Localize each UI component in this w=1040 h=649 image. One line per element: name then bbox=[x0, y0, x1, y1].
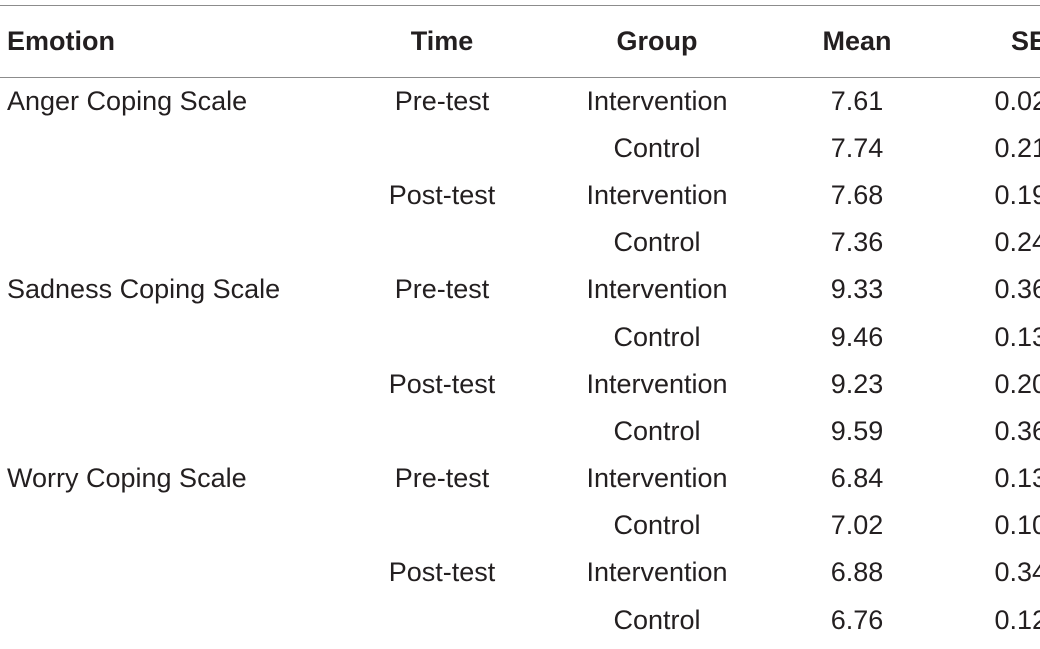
cell-emotion bbox=[0, 597, 357, 644]
cell-se: 0.21 bbox=[994, 132, 1040, 163]
table-row: Control 7.74 0.21 bbox=[0, 125, 1040, 172]
cell-time: Pre-test bbox=[394, 85, 490, 116]
cell-group: Intervention bbox=[586, 557, 728, 588]
cell-emotion bbox=[0, 313, 357, 360]
cell-group: Intervention bbox=[586, 179, 728, 210]
cell-se: 0.02 bbox=[994, 85, 1040, 116]
header-group: Group bbox=[527, 5, 787, 78]
cell-se: 0.10 bbox=[994, 510, 1040, 541]
table-row: Post-test Intervention 6.88 0.34 bbox=[0, 549, 1040, 596]
cell-emotion bbox=[0, 125, 357, 172]
table-row: Worry Coping Scale Pre-test Intervention 6.… bbox=[0, 455, 1040, 502]
cell-se: 0.13 bbox=[994, 321, 1040, 352]
cell-group: Intervention bbox=[586, 368, 728, 399]
cell-se: 0.19 bbox=[994, 179, 1040, 210]
cell-time: Pre-test bbox=[394, 463, 490, 494]
cell-emotion bbox=[0, 219, 357, 266]
cell-group: Control bbox=[613, 415, 701, 446]
cell-group: Control bbox=[613, 321, 701, 352]
cell-se: 0.13 bbox=[994, 463, 1040, 494]
table-row: Control 9.46 0.13 bbox=[0, 313, 1040, 360]
cell-time: Post-test bbox=[388, 557, 496, 588]
header-row: Emotion Time Group Mean SE bbox=[0, 5, 1040, 78]
cell-mean: 9.59 bbox=[830, 415, 884, 446]
table-row: Control 7.36 0.24 bbox=[0, 219, 1040, 266]
table-row: Control 6.76 0.12 bbox=[0, 597, 1040, 644]
cell-time: Post-test bbox=[388, 179, 496, 210]
cell-emotion bbox=[0, 172, 357, 219]
cell-se: 0.34 bbox=[994, 557, 1040, 588]
header-time: Time bbox=[357, 5, 527, 78]
cell-se: 0.12 bbox=[994, 604, 1040, 635]
header-emotion: Emotion bbox=[0, 5, 357, 78]
cell-emotion bbox=[0, 408, 357, 455]
cell-se: 0.20 bbox=[994, 368, 1040, 399]
cell-emotion bbox=[0, 361, 357, 408]
cell-mean: 7.02 bbox=[830, 510, 884, 541]
cell-mean: 6.84 bbox=[830, 463, 884, 494]
cell-time bbox=[357, 408, 527, 455]
cell-mean: 7.68 bbox=[830, 179, 884, 210]
table-body: Anger Coping Scale Pre-test Intervention 7.… bbox=[0, 78, 1040, 644]
cell-time bbox=[357, 597, 527, 644]
table-row: Sadness Coping Scale Pre-test Intervention… bbox=[0, 266, 1040, 313]
cell-mean: 9.23 bbox=[830, 368, 884, 399]
emotion-coping-table: Emotion Time Group Mean SE Anger Coping … bbox=[0, 5, 1040, 644]
cell-group: Intervention bbox=[586, 85, 728, 116]
cell-mean: 7.74 bbox=[830, 132, 884, 163]
cell-group: Control bbox=[613, 227, 701, 258]
cell-group: Control bbox=[613, 132, 701, 163]
header-mean: Mean bbox=[787, 5, 927, 78]
cell-group: Intervention bbox=[586, 463, 728, 494]
cell-group: Control bbox=[613, 604, 701, 635]
cell-time: Pre-test bbox=[394, 274, 490, 305]
cell-emotion bbox=[0, 549, 357, 596]
table-row: Post-test Intervention 7.68 0.19 bbox=[0, 172, 1040, 219]
cell-se: 0.24 bbox=[994, 227, 1040, 258]
cell-emotion bbox=[0, 502, 357, 549]
cell-mean: 9.46 bbox=[830, 321, 884, 352]
cell-time: Post-test bbox=[388, 368, 496, 399]
cell-time bbox=[357, 219, 527, 266]
cell-group: Control bbox=[613, 510, 701, 541]
table-row: Post-test Intervention 9.23 0.20 bbox=[0, 361, 1040, 408]
cell-time bbox=[357, 502, 527, 549]
table-row: Control 9.59 0.36 bbox=[0, 408, 1040, 455]
header-se: SE bbox=[927, 5, 1040, 78]
cell-se: 0.36 bbox=[994, 415, 1040, 446]
cell-mean: 9.33 bbox=[830, 274, 884, 305]
cell-se: 0.36 bbox=[994, 274, 1040, 305]
cell-emotion: Sadness Coping Scale bbox=[7, 274, 281, 305]
cell-mean: 7.61 bbox=[830, 85, 884, 116]
cell-mean: 6.88 bbox=[830, 557, 884, 588]
cell-time bbox=[357, 125, 527, 172]
cell-time bbox=[357, 313, 527, 360]
cell-emotion: Anger Coping Scale bbox=[7, 85, 248, 116]
cell-mean: 6.76 bbox=[830, 604, 884, 635]
cell-emotion: Worry Coping Scale bbox=[7, 463, 247, 494]
table-row: Control 7.02 0.10 bbox=[0, 502, 1040, 549]
table-header: Emotion Time Group Mean SE bbox=[0, 5, 1040, 78]
table-row: Anger Coping Scale Pre-test Intervention 7.… bbox=[0, 78, 1040, 125]
cell-mean: 7.36 bbox=[830, 227, 884, 258]
cell-group: Intervention bbox=[586, 274, 728, 305]
